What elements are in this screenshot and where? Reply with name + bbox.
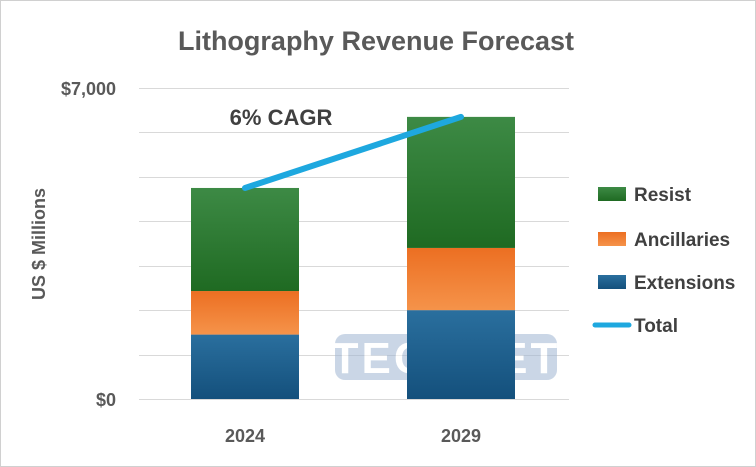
total-line-layer <box>242 113 464 191</box>
legend-item-ancillaries: Ancillaries <box>598 230 730 251</box>
legend-swatch-ancillaries <box>598 232 626 246</box>
legend-label-ancillaries: Ancillaries <box>634 230 730 251</box>
legend-swatch-resist <box>598 187 626 201</box>
legend: Resist Ancillaries Extensions Total <box>592 185 735 337</box>
bars <box>191 116 515 399</box>
bar-ancillaries-2029 <box>407 247 515 311</box>
y-axis-label: US $ Millions <box>29 188 49 300</box>
legend-item-resist: Resist <box>598 185 692 206</box>
legend-item-extensions: Extensions <box>598 273 735 294</box>
legend-label-total: Total <box>634 316 678 337</box>
total-line <box>242 113 464 191</box>
bar-ancillaries-2024 <box>191 291 299 335</box>
cagr-annotation: 6% CAGR <box>230 105 333 130</box>
bar-extensions-2029 <box>407 310 515 399</box>
x-tick-label-2024: 2024 <box>225 426 265 446</box>
y-tick-label-min: $0 <box>96 390 116 410</box>
legend-label-resist: Resist <box>634 185 692 206</box>
legend-swatch-extensions <box>598 275 626 289</box>
legend-item-total: Total <box>592 316 678 337</box>
x-tick-label-2029: 2029 <box>441 426 481 446</box>
bar-extensions-2024 <box>191 334 299 399</box>
y-tick-label-max: $7,000 <box>61 79 116 99</box>
legend-label-extensions: Extensions <box>634 273 735 294</box>
bar-resist-2029 <box>407 116 515 248</box>
bar-resist-2024 <box>191 187 299 292</box>
chart-title: Lithography Revenue Forecast <box>178 26 574 56</box>
